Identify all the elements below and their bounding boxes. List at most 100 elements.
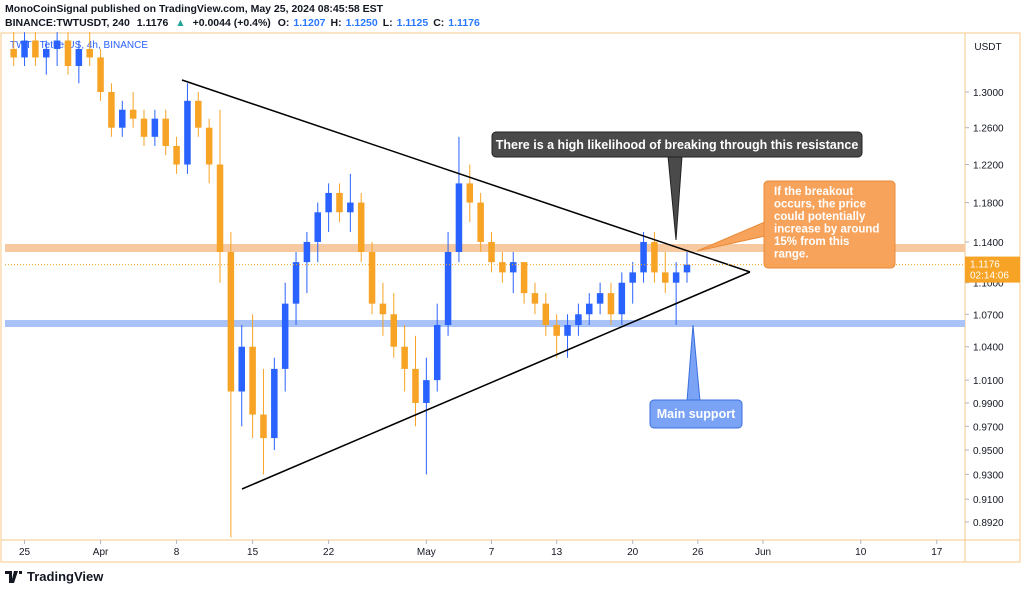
- publisher: MonoCoinSignal published on TradingView.…: [5, 3, 384, 15]
- y-tick-label: 0.9500: [973, 446, 1004, 457]
- change: +0.0044 (+0.4%): [192, 17, 271, 29]
- callout-text: increase by around: [774, 224, 879, 236]
- candle-body: [499, 262, 506, 273]
- candle-body: [553, 324, 560, 336]
- candle-body: [401, 346, 408, 369]
- last-price: 1.1176: [136, 17, 169, 29]
- candle-body: [390, 314, 398, 347]
- price-tag: [965, 256, 1020, 283]
- candle-body: [683, 264, 691, 273]
- candle-body: [640, 241, 647, 273]
- candle-body: [607, 293, 615, 315]
- price-countdown: 02:14:06: [970, 271, 1009, 282]
- lower-trendline: [241, 271, 751, 490]
- support-zone: [5, 320, 965, 327]
- resistance-callout: There is a high likelihood of breaking t…: [491, 131, 863, 241]
- candle-body: [509, 262, 517, 273]
- upper-trendline: [181, 79, 751, 273]
- candle-body: [249, 346, 256, 415]
- x-tick-label: 17: [931, 547, 943, 558]
- candle-body: [379, 303, 387, 315]
- candle-body: [520, 262, 528, 294]
- chart: USDT TWT / TetherUS, 4h, BINANCE There i…: [0, 32, 1021, 563]
- candle-body: [412, 368, 419, 403]
- candle-body: [488, 241, 495, 263]
- callout-box: [491, 131, 863, 158]
- y-tick-label: 0.8920: [973, 518, 1004, 529]
- candle-body: [129, 109, 137, 119]
- ohlc-label: H:: [330, 17, 342, 29]
- ohlc-value: 1.1250: [345, 17, 378, 29]
- candle-body: [227, 251, 235, 392]
- candle-body: [368, 251, 376, 304]
- candle-body: [32, 40, 39, 58]
- candle-body: [216, 164, 224, 252]
- callout-text: 15% from this: [774, 236, 849, 248]
- x-tick-label: May: [417, 547, 436, 558]
- candle-body: [173, 145, 180, 165]
- candle-body: [75, 48, 83, 66]
- candle-body: [260, 414, 267, 439]
- ohlc-label: L:: [382, 17, 393, 29]
- y-tick-label: 1.2600: [973, 124, 1004, 135]
- callout-text: range.: [774, 249, 809, 261]
- callout-text: If the breakout: [774, 186, 853, 198]
- ohlc-value: 1.1125: [396, 17, 429, 29]
- candle-body: [477, 202, 484, 242]
- x-tick-label: 26: [692, 547, 704, 558]
- candle-body: [119, 109, 126, 128]
- candle-body: [64, 40, 72, 66]
- candle-body: [151, 118, 159, 137]
- candle-body: [271, 368, 278, 439]
- callout-box: [763, 180, 896, 269]
- axes: 1.3000 1.2600 1.2200 1.1800 1.1400 1.1000 1.07…: [5, 88, 1020, 558]
- candle-body: [444, 251, 452, 325]
- support-callout: Main support: [649, 324, 743, 429]
- y-tick-label: 1.1400: [973, 238, 1004, 249]
- candle-body: [433, 324, 441, 381]
- y-tick-label: 1.1800: [973, 199, 1004, 210]
- trendlines: [181, 79, 751, 490]
- symbol-bar: BINANCE:TWTUSDT, 240 1.1176 ▲ +0.0044 (+…: [5, 17, 489, 29]
- candle-body: [629, 272, 636, 283]
- x-tick-label: 7: [489, 547, 495, 558]
- y-axis-label: USDT: [974, 42, 1001, 53]
- x-tick-label: 22: [323, 547, 335, 558]
- candle-body: [347, 202, 354, 213]
- x-tick-label: 15: [247, 547, 259, 558]
- candle-body: [140, 118, 148, 137]
- candle-body: [357, 202, 365, 252]
- resistance-zone: [5, 244, 965, 252]
- candle-body: [238, 346, 245, 392]
- x-tick-label: 20: [627, 547, 639, 558]
- candle-body: [672, 272, 680, 283]
- candle-body: [596, 293, 604, 304]
- candle-body: [531, 293, 539, 304]
- callout-box: [649, 399, 743, 429]
- brand: TradingView: [27, 569, 104, 584]
- candle-body: [662, 272, 669, 283]
- callout-text: Main support: [657, 407, 736, 421]
- ohlc-label: O:: [277, 17, 290, 29]
- frame: [0, 32, 1021, 563]
- candle-body: [466, 183, 474, 203]
- candle-body: [542, 303, 550, 325]
- candle-body: [618, 282, 626, 315]
- y-tick-label: 1.0100: [973, 376, 1004, 387]
- candle-body: [97, 57, 104, 93]
- x-tick-label: Jun: [755, 547, 771, 558]
- arrow: ▲: [175, 17, 186, 29]
- candle-body: [281, 303, 289, 369]
- ohlc-label: C:: [433, 17, 445, 29]
- candle-body: [43, 48, 50, 58]
- ohlc-value: 1.1176: [448, 17, 480, 29]
- callout-text: There is a high likelihood of breaking t…: [496, 138, 859, 152]
- candle-body: [162, 118, 169, 146]
- candle-body: [564, 324, 571, 336]
- callout-pointer: [667, 155, 683, 241]
- x-tick-label: 25: [19, 547, 31, 558]
- candle-body: [455, 183, 463, 252]
- candle-body: [325, 192, 332, 213]
